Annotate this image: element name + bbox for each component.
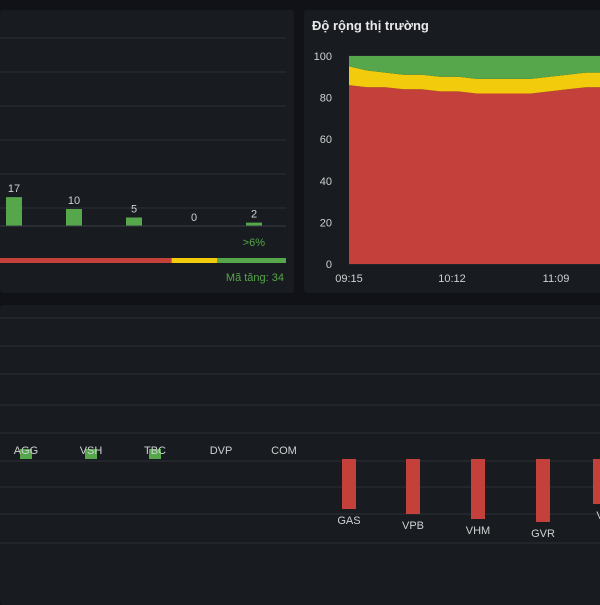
bar-value-label: 5 <box>131 204 137 216</box>
bar <box>406 459 420 514</box>
bar <box>593 459 600 504</box>
bar <box>85 449 97 459</box>
bar <box>471 459 485 519</box>
area-series-yellow <box>349 66 600 94</box>
bar <box>6 197 22 226</box>
category-label: VHM <box>466 525 490 537</box>
category-label: GAS <box>337 515 360 527</box>
category-label: VSH <box>80 445 103 457</box>
category-label: COM <box>271 445 297 457</box>
stock-impact-chart: AGG VSH TBC DVP COM GAS VPB VHM GVR V <box>0 317 600 544</box>
x-tick-label: 11:09 <box>543 273 570 285</box>
category-label: VPB <box>402 520 424 532</box>
y-tick-label: 80 <box>320 93 332 105</box>
bar <box>536 459 550 522</box>
distribution-segment-green <box>217 258 286 263</box>
x-tick-label: 09:15 <box>335 273 363 285</box>
stock-change-distribution-panel: 17 10 5 0 2 >6% Mã tăng: 34 <box>0 10 294 293</box>
category-label: AGG <box>14 445 38 457</box>
increasing-count-label: Mã tăng: 34 <box>226 272 284 284</box>
category-label: TBC <box>144 445 166 457</box>
y-tick-label: 60 <box>320 134 332 146</box>
bar <box>20 449 32 459</box>
bar-value-label: 17 <box>8 183 20 195</box>
category-label: V <box>596 510 600 522</box>
area-series-green <box>349 56 600 79</box>
market-breadth-panel: Độ rộng thị trường 0 20 40 60 80 100 09:15 10:1… <box>304 10 600 293</box>
bar <box>66 209 82 226</box>
category-label: DVP <box>210 445 233 457</box>
y-tick-label: 100 <box>314 51 332 63</box>
category-label: GVR <box>531 528 555 540</box>
bar-value-label: 10 <box>68 195 80 207</box>
y-tick-label: 40 <box>320 176 332 188</box>
y-tick-label: 0 <box>326 259 332 271</box>
bar <box>246 222 262 226</box>
bar <box>342 459 356 509</box>
change-distribution-chart: 17 10 5 0 2 >6% Mã tăng: 34 <box>0 37 286 284</box>
range-label: >6% <box>243 237 266 249</box>
bar-value-label: 0 <box>191 212 197 224</box>
distribution-segment-red <box>0 258 172 263</box>
stock-impact-panel: AGG VSH TBC DVP COM GAS VPB VHM GVR V <box>0 305 600 605</box>
area-series-red <box>349 85 600 264</box>
bar <box>149 449 161 459</box>
x-tick-label: 10:12 <box>438 273 466 285</box>
market-breadth-chart: 0 20 40 60 80 100 09:15 10:12 11:09 <box>314 51 600 285</box>
bar-value-label: 2 <box>251 209 257 221</box>
panel-title: Độ rộng thị trường <box>312 18 429 33</box>
bar <box>126 217 142 226</box>
y-tick-label: 20 <box>320 217 332 229</box>
distribution-segment-yellow <box>171 258 218 263</box>
